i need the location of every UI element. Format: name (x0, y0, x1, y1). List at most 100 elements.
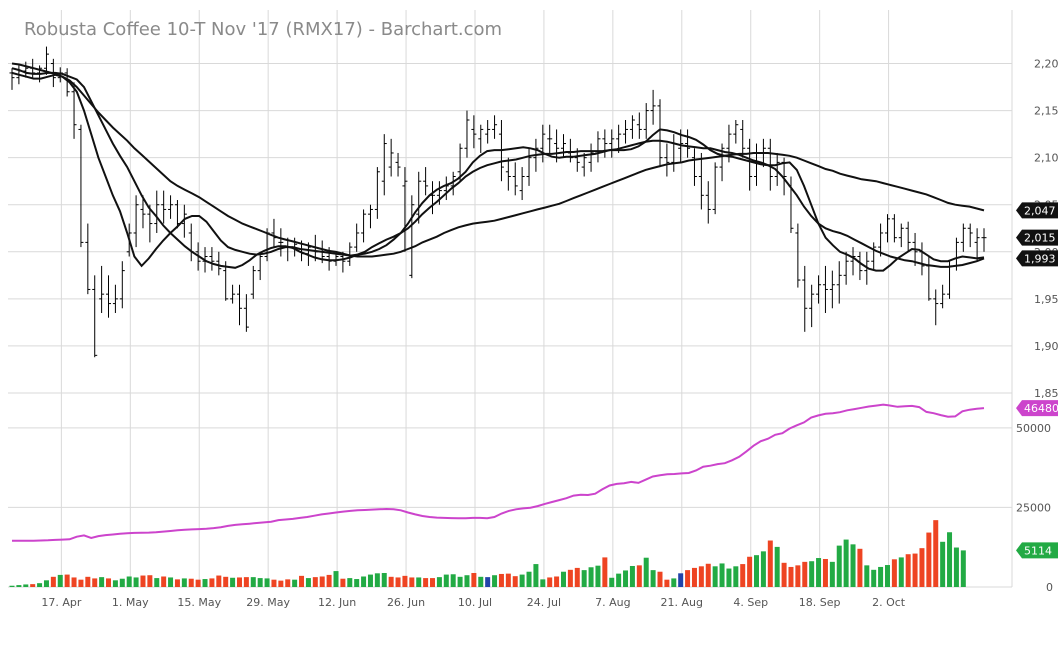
ohlc-bar (691, 148, 697, 186)
ohlc-bar (512, 162, 518, 196)
volume-bar (926, 532, 932, 587)
badge-ma-slow-text: 2,047 (1024, 204, 1056, 217)
ohlc-bar (140, 195, 146, 229)
volume-bar (671, 578, 677, 587)
volume-bar (526, 571, 532, 587)
volume-bar (78, 579, 84, 587)
volume-bar (9, 585, 15, 587)
volume-bar (236, 577, 242, 587)
volume-bar (567, 569, 573, 587)
volume-bar (312, 577, 318, 587)
ohlc-bar (154, 190, 160, 233)
volume-bar (560, 571, 566, 587)
ohlc-bar (526, 148, 532, 186)
ohlc-bar (829, 270, 835, 309)
ohlc-bar (223, 261, 229, 301)
volume-bar (705, 563, 711, 587)
price-tick-label: 2,100 (1034, 152, 1059, 165)
volume-bar (685, 570, 691, 587)
volume-bar (133, 577, 139, 587)
ohlc-bar (409, 195, 415, 279)
volume-bar (154, 578, 160, 587)
badge-volume: 5114 (1016, 542, 1058, 559)
ohlc-bar (650, 89, 656, 125)
last-value-badges: 2,047 2,015 1,993 46480 5114 (1016, 202, 1059, 559)
ohlc-bar (278, 228, 284, 257)
ohlc-bar (547, 124, 553, 153)
volume-bar (402, 575, 408, 587)
badge-ma-fast-text: 1,993 (1024, 252, 1056, 265)
volume-bar (740, 564, 746, 587)
ohlc-bar (361, 209, 367, 243)
ohlc-bar (698, 152, 704, 210)
volume-bar (85, 576, 91, 587)
ohlc-bar (671, 134, 677, 172)
volume-bar (664, 579, 670, 587)
volume-bar (112, 580, 118, 587)
volume-bar (540, 579, 546, 587)
volume-bar (554, 576, 560, 587)
moving-average-line-1 (11, 71, 985, 272)
volume-bar (195, 579, 201, 587)
ohlc-bar (430, 181, 436, 215)
volume-bar (161, 576, 167, 587)
ohlc-bar (657, 99, 663, 168)
ohlc-bar (836, 261, 842, 304)
volume-bar (333, 571, 339, 587)
ohlc-bar (919, 242, 925, 276)
badge-ma-fast: 1,993 (1016, 250, 1058, 267)
volume-bar (416, 577, 422, 587)
ohlc-bar (843, 251, 849, 285)
volume-bar (367, 574, 373, 587)
ohlc-bar (188, 223, 194, 262)
ohlc-bar (168, 195, 174, 219)
volume-bar (388, 576, 394, 587)
ohlc-bar (464, 110, 470, 158)
volume-bar (23, 584, 29, 587)
ohlc-bar (64, 68, 70, 97)
ohlc-bar (857, 251, 863, 281)
volume-bar (71, 577, 77, 587)
ohlc-bar (492, 115, 498, 139)
ohlc-bar (230, 284, 236, 304)
volume-bar (443, 574, 449, 587)
volume-bar (278, 580, 284, 587)
ohlc-bar (71, 82, 77, 139)
volume-bar (464, 575, 470, 587)
ohlc-bar (519, 167, 525, 201)
volume-bar (829, 561, 835, 587)
volume-bar (250, 577, 256, 587)
ohlc-bar (367, 204, 373, 229)
ohlc-bar (381, 134, 387, 196)
volume-bar (264, 578, 270, 587)
badge-last-price: 2,015 (1016, 229, 1058, 246)
volume-bar (30, 584, 36, 587)
volume-bar (92, 578, 98, 587)
volume-bar (905, 554, 911, 587)
ohlc-bar (99, 265, 105, 313)
volume-bar (898, 557, 904, 587)
volume-bar (533, 564, 539, 587)
volume-bar (581, 570, 587, 587)
volume-bar (257, 578, 263, 587)
moving-average-lines (11, 62, 985, 272)
ohlc-bar (271, 218, 277, 248)
volume-bar (609, 577, 615, 587)
x-tick-label: 15. May (177, 596, 221, 609)
badge-open-interest-text: 46480 (1024, 402, 1059, 415)
volume-bar (602, 557, 608, 587)
volume-bar (760, 551, 766, 587)
ohlc-bar (92, 275, 98, 358)
ohlc-bar (774, 152, 780, 186)
x-tick-label: 4. Sep (733, 596, 768, 609)
volume-bar (16, 585, 22, 587)
ohlc-bar (43, 46, 49, 75)
volume-bar (395, 577, 401, 587)
x-tick-label: 29. May (246, 596, 290, 609)
volume-bar (698, 566, 704, 587)
ohlc-bar (567, 138, 573, 163)
volume-tick-label: 0 (1046, 581, 1053, 594)
volume-bar (37, 583, 43, 587)
volume-bar (843, 539, 849, 587)
